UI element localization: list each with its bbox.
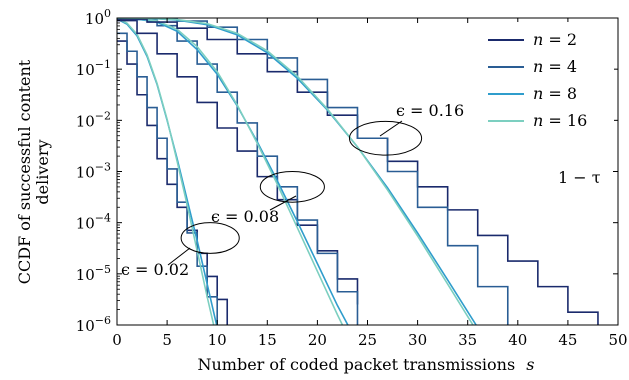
legend-equals: = <box>543 111 567 130</box>
y-tick-base: 10 <box>76 61 95 79</box>
x-tick-label: 10 <box>208 331 227 349</box>
legend-equals: = <box>543 57 567 76</box>
annotation-eps-016: ϵ = 0.16 <box>396 101 464 120</box>
legend-var: n <box>533 57 543 76</box>
x-axis-label: Number of coded packet transmissions s <box>197 355 534 374</box>
y-tick-base: 10 <box>76 112 95 130</box>
x-tick-label: 15 <box>258 331 277 349</box>
x-tick-label: 5 <box>162 331 172 349</box>
x-tick-label: 25 <box>358 331 377 349</box>
legend-value: 8 <box>567 84 577 103</box>
legend-equals: = <box>543 30 567 49</box>
y-axis-label-line-2: delivery <box>33 139 52 204</box>
y-tick-base: 10 <box>76 266 95 284</box>
annotation-one-minus-tau: 1 − τ <box>558 168 601 187</box>
y-tick-exponent: −4 <box>95 212 111 225</box>
legend-value: 16 <box>567 111 587 130</box>
y-tick-exponent: −5 <box>95 263 111 276</box>
y-tick-exponent: −3 <box>95 161 111 174</box>
legend-label-n-2: n = 2 <box>533 30 577 49</box>
legend-label-n-8: n = 8 <box>533 84 577 103</box>
legend-value: 2 <box>567 30 577 49</box>
x-axis-label-text: Number of coded packet transmissions <box>197 355 515 374</box>
ellipse-eps-002 <box>181 223 239 254</box>
x-tick-label: 30 <box>408 331 427 349</box>
legend-var: n <box>533 30 543 49</box>
x-axis-label-var: s <box>526 355 534 374</box>
x-tick-label: 20 <box>308 331 327 349</box>
legend-var: n <box>533 84 543 103</box>
y-tick-label: 10−5 <box>76 263 111 284</box>
leader-eps-016 <box>380 121 402 136</box>
x-tick-label: 40 <box>508 331 527 349</box>
series-eps-0.02-n2 <box>117 41 227 328</box>
legend-label-n-4: n = 4 <box>533 57 577 76</box>
y-tick-label: 10−6 <box>76 314 111 335</box>
y-tick-exponent: −2 <box>95 109 111 122</box>
y-tick-base: 10 <box>76 317 95 335</box>
y-tick-label: 10−2 <box>76 109 111 130</box>
y-tick-label: 100 <box>85 7 111 28</box>
y-tick-label: 10−1 <box>76 58 111 79</box>
annotation-eps-002: ϵ = 0.02 <box>121 260 189 279</box>
legend-value: 4 <box>567 57 577 76</box>
y-tick-exponent: −6 <box>95 314 111 327</box>
y-tick-base: 10 <box>76 164 95 182</box>
y-tick-exponent: 0 <box>104 7 111 20</box>
y-axis-label-line-1: CCDF of successful content <box>15 59 34 284</box>
legend-var: n <box>533 111 543 130</box>
x-tick-label: 50 <box>608 331 627 349</box>
legend-label-n-16: n = 16 <box>533 111 587 130</box>
y-tick-base: 10 <box>85 10 104 28</box>
y-tick-label: 10−4 <box>76 212 111 233</box>
x-tick-label: 35 <box>458 331 477 349</box>
y-tick-label: 10−3 <box>76 161 111 182</box>
series-eps-0.16-n16 <box>117 18 498 361</box>
y-axis-label: CCDF of successful content delivery <box>15 59 52 284</box>
y-tick-base: 10 <box>76 215 95 233</box>
annotation-eps-008: ϵ = 0.08 <box>211 207 279 226</box>
legend-equals: = <box>543 84 567 103</box>
x-tick-label: 45 <box>558 331 577 349</box>
y-tick-exponent: −1 <box>95 58 111 71</box>
x-tick-label: 0 <box>112 331 122 349</box>
series-eps-0.08-n16 <box>117 18 357 356</box>
